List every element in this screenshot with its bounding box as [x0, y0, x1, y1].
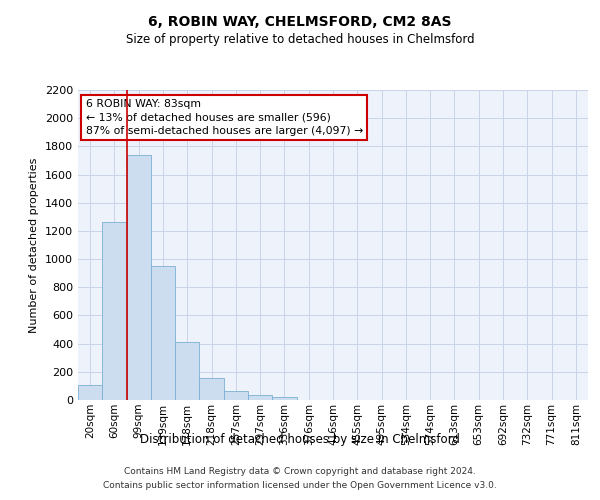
Bar	[78, 384, 102, 400]
Text: 6 ROBIN WAY: 83sqm
← 13% of detached houses are smaller (596)
87% of semi-detach: 6 ROBIN WAY: 83sqm ← 13% of detached hou…	[86, 100, 363, 136]
Bar	[199, 378, 224, 400]
Text: Size of property relative to detached houses in Chelmsford: Size of property relative to detached ho…	[125, 32, 475, 46]
Bar	[272, 397, 296, 400]
Bar	[175, 342, 199, 400]
Bar	[102, 222, 127, 400]
Bar	[127, 155, 151, 400]
Text: 6, ROBIN WAY, CHELMSFORD, CM2 8AS: 6, ROBIN WAY, CHELMSFORD, CM2 8AS	[148, 15, 452, 29]
Y-axis label: Number of detached properties: Number of detached properties	[29, 158, 40, 332]
Bar	[248, 395, 272, 400]
Text: Contains HM Land Registry data © Crown copyright and database right 2024.: Contains HM Land Registry data © Crown c…	[124, 468, 476, 476]
Text: Contains public sector information licensed under the Open Government Licence v3: Contains public sector information licen…	[103, 481, 497, 490]
Text: Distribution of detached houses by size in Chelmsford: Distribution of detached houses by size …	[140, 432, 460, 446]
Bar	[224, 391, 248, 400]
Bar	[151, 266, 175, 400]
